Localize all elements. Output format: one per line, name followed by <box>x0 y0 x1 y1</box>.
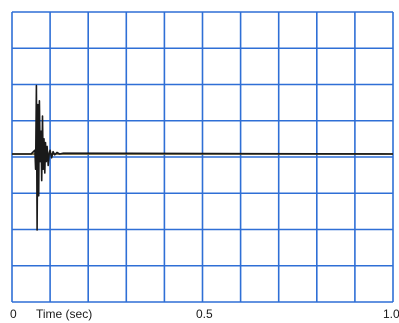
chart-marks <box>12 84 394 231</box>
x-axis-labels: 0 Time (sec) 0.5 1.0 <box>10 307 399 321</box>
signal-trace-0 <box>12 84 394 231</box>
grid-lines <box>11 11 394 303</box>
x-tick-label-1-0: 1.0 <box>383 307 399 321</box>
x-axis-title: Time (sec) <box>36 307 92 321</box>
x-tick-label-0-5: 0.5 <box>196 307 213 321</box>
x-tick-label-0: 0 <box>10 307 17 321</box>
